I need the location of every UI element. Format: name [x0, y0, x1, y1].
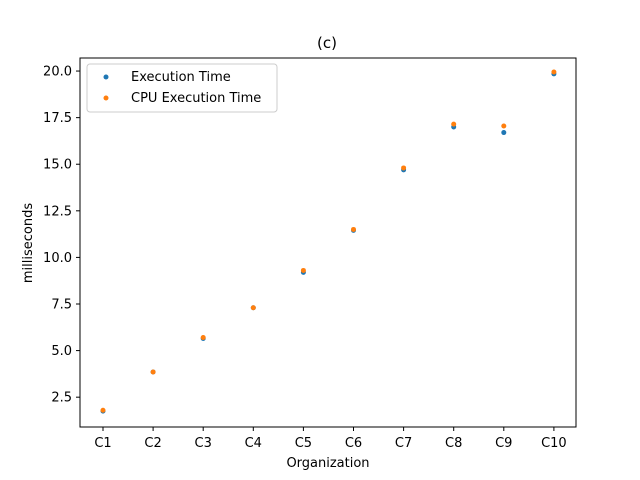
y-axis: 2.5 5.0 7.5 10.0 12.5 15.0 17.5 20.0: [43, 65, 80, 406]
x-tick-label-c8: C8: [445, 436, 462, 451]
y-tick-label-5: 15.0: [43, 158, 72, 173]
x-axis-label: Organization: [286, 456, 369, 471]
x-tick-label-c5: C5: [295, 436, 312, 451]
point-cpu-execution-time-c3: [200, 335, 206, 341]
point-cpu-execution-time-c4: [250, 305, 256, 311]
point-cpu-execution-time-c9: [501, 123, 507, 129]
legend: Execution Time CPU Execution Time: [86, 63, 278, 113]
point-cpu-execution-time-c7: [401, 165, 407, 171]
point-execution-time-c9: [501, 130, 507, 136]
x-tick-label-c9: C9: [495, 436, 512, 451]
y-tick-label-6: 17.5: [43, 111, 72, 126]
y-tick-label-1: 5.0: [51, 344, 72, 359]
y-tick-label-4: 12.5: [43, 204, 72, 219]
x-tick-label-c6: C6: [345, 436, 362, 451]
chart-title: (c): [317, 34, 337, 52]
legend-box: [86, 63, 278, 113]
y-tick-label-0: 2.5: [51, 391, 72, 406]
x-tick-label-c1: C1: [94, 436, 111, 451]
point-cpu-execution-time-c1: [100, 407, 106, 413]
point-cpu-execution-time-c8: [451, 121, 457, 127]
point-cpu-execution-time-c10: [551, 69, 557, 75]
legend-label-cpu-execution-time: CPU Execution Time: [131, 91, 261, 106]
legend-marker-cpu-execution-time: [103, 95, 109, 101]
x-tick-label-c4: C4: [245, 436, 262, 451]
point-cpu-execution-time-c6: [351, 226, 356, 232]
point-cpu-execution-time-c5: [300, 267, 306, 273]
x-tick-label-c2: C2: [144, 436, 161, 451]
point-cpu-execution-time-c2: [150, 369, 156, 375]
y-tick-label-3: 10.0: [43, 251, 72, 266]
y-tick-label-7: 20.0: [43, 65, 72, 80]
legend-label-execution-time: Execution Time: [131, 70, 231, 85]
y-tick-label-2: 7.5: [51, 298, 72, 313]
y-axis-label: milliseconds: [21, 203, 36, 283]
x-tick-label-c7: C7: [395, 436, 412, 451]
plot-area: [100, 69, 557, 414]
x-axis: C1 C2 C3 C4 C5 C6 C7 C8 C9 C10: [94, 427, 567, 451]
legend-marker-execution-time: [103, 74, 109, 80]
x-tick-label-c10: C10: [541, 436, 567, 451]
axes-frame: [79, 57, 577, 428]
x-tick-label-c3: C3: [195, 436, 212, 451]
